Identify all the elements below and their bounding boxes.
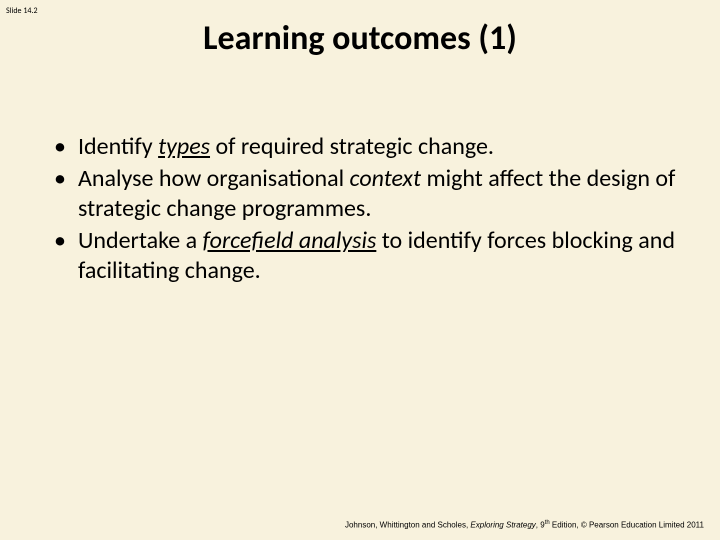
- list-item: Analyse how organisational context might…: [44, 164, 676, 224]
- bullet-text-pre: Undertake a: [78, 226, 203, 255]
- list-item: Undertake a forcefield analysis to ident…: [44, 226, 676, 286]
- bullet-text-em: forcefield analysis: [203, 226, 377, 255]
- slide: Slide 14.2 Learning outcomes (1) Identif…: [0, 0, 720, 540]
- bullet-text-em: context: [350, 164, 421, 193]
- list-item: Identify types of required strategic cha…: [44, 132, 676, 162]
- footer-edition-pre: , 9: [536, 521, 545, 530]
- bullet-text-em: types: [158, 132, 210, 161]
- footer-authors: Johnson, Whittington and Scholes,: [345, 521, 470, 530]
- bullet-text-post: of required strategic change.: [210, 132, 494, 161]
- footer-citation: Johnson, Whittington and Scholes, Explor…: [345, 520, 704, 530]
- slide-title: Learning outcomes (1): [0, 18, 720, 59]
- footer-tail: Edition, © Pearson Education Limited 201…: [550, 521, 704, 530]
- footer-book-title: Exploring Strategy: [470, 521, 535, 530]
- slide-number: Slide 14.2: [6, 6, 38, 16]
- bullet-list: Identify types of required strategic cha…: [44, 132, 676, 288]
- bullet-text-pre: Analyse how organisational: [78, 164, 350, 193]
- bullet-text-pre: Identify: [78, 132, 158, 161]
